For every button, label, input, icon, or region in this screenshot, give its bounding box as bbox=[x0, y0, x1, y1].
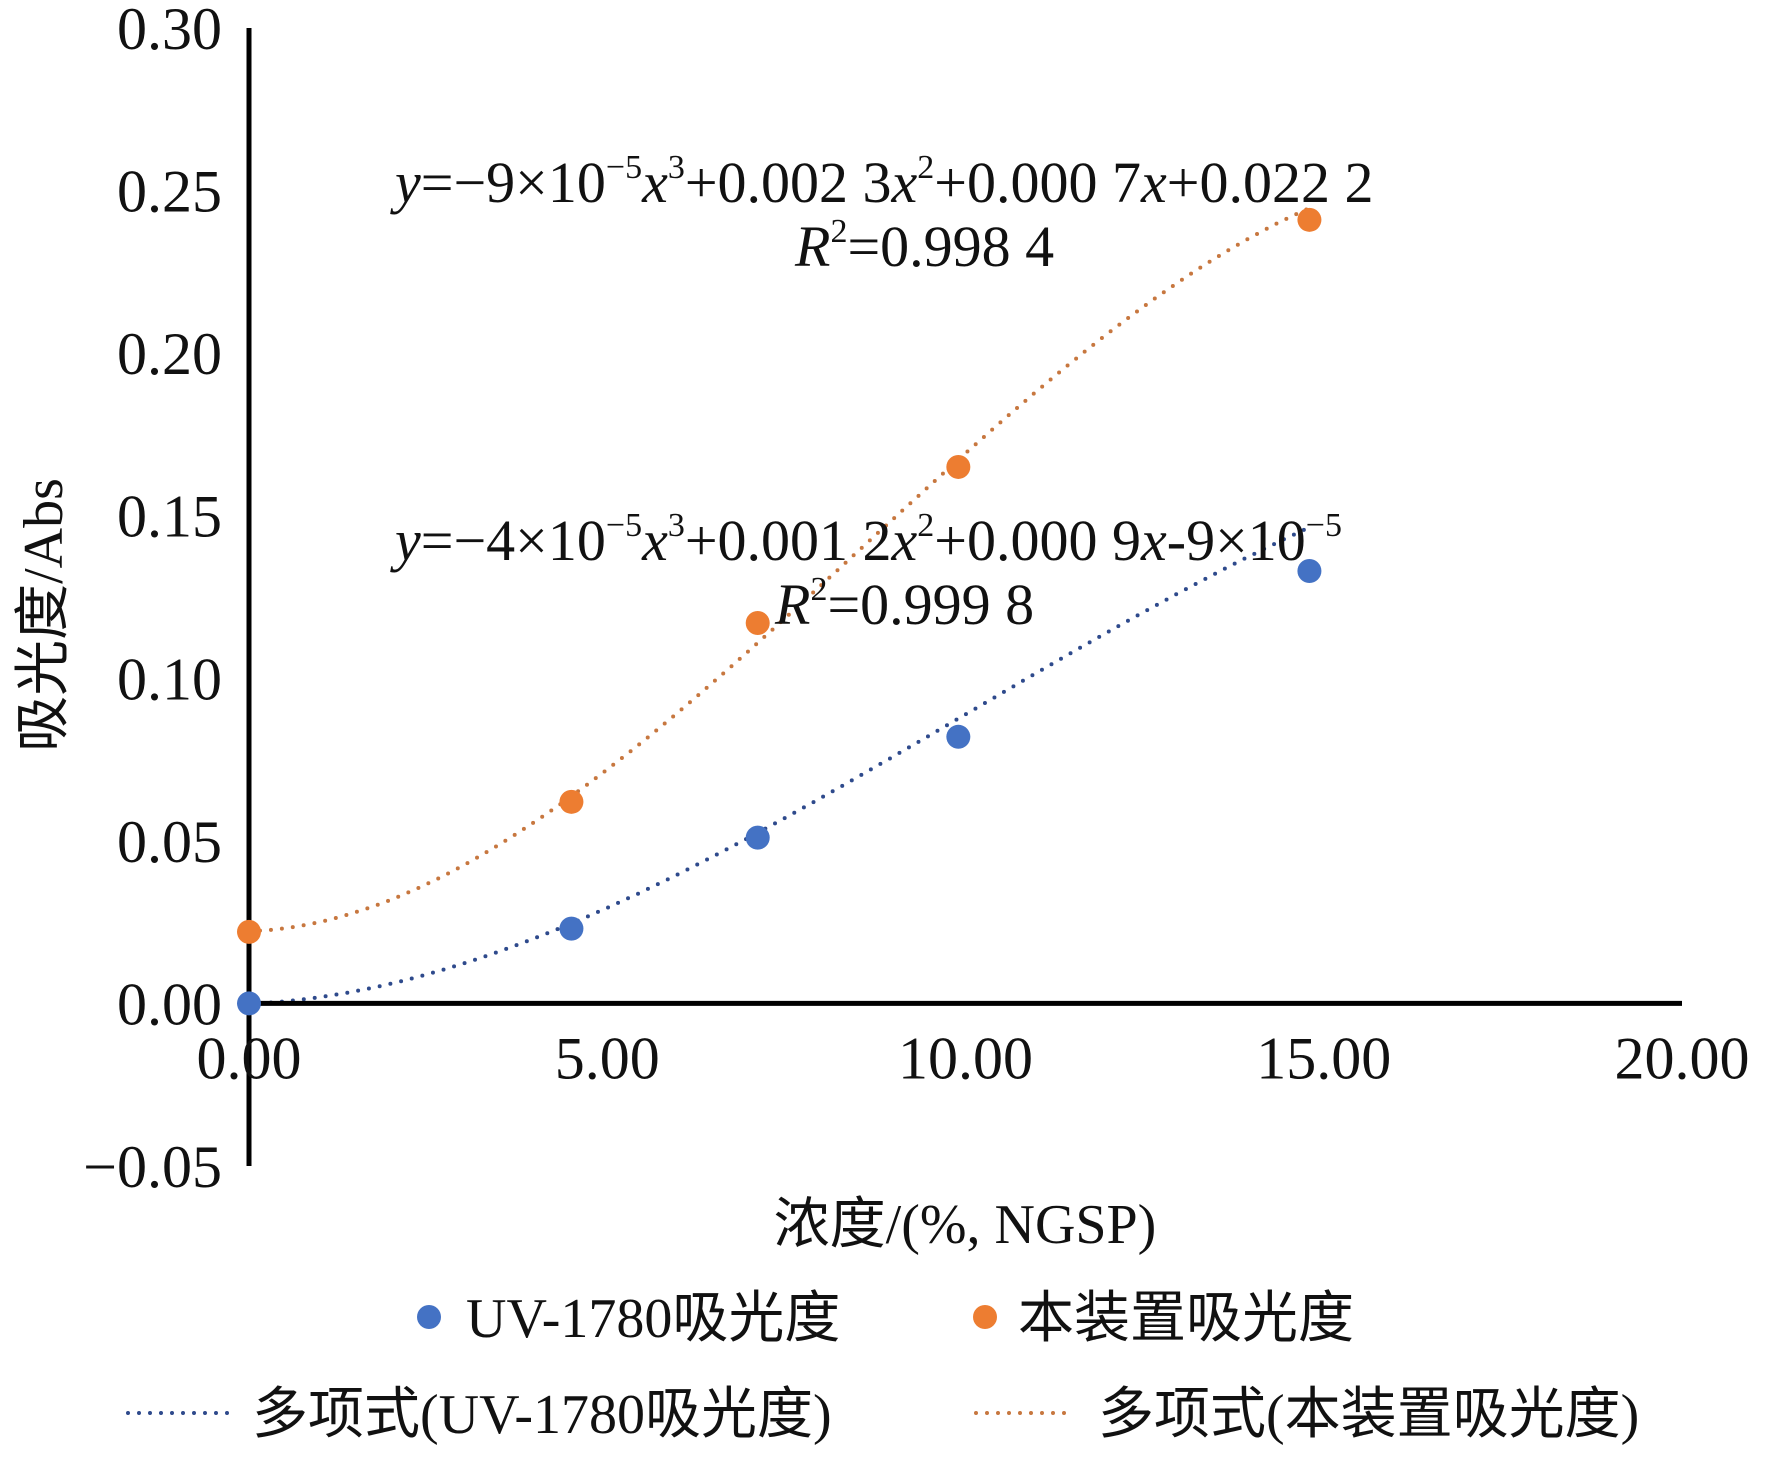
trendline-equation-1-part: x bbox=[641, 150, 668, 215]
x-tick-label: 5.00 bbox=[555, 1025, 660, 1091]
legend-item-uv1780[interactable]: UV-1780吸光度 bbox=[417, 1288, 840, 1350]
trendline-r2-1-part: R bbox=[794, 214, 830, 279]
y-tick-label: −0.05 bbox=[83, 1134, 222, 1200]
y-tick-label: 0.25 bbox=[117, 159, 222, 225]
axes bbox=[246, 28, 1682, 1166]
y-tick-label: 0.00 bbox=[117, 971, 222, 1037]
x-tick-label: 0.00 bbox=[197, 1025, 302, 1091]
x-tick-label: 15.00 bbox=[1256, 1025, 1391, 1091]
data-point-series-0 bbox=[745, 825, 770, 850]
trendline-r2-1: R2=0.998 4 bbox=[794, 213, 1054, 279]
legend-item-poly-device[interactable]: 多项式(本装置吸光度) bbox=[974, 1384, 1639, 1446]
legend-item-device[interactable]: 本装置吸光度 bbox=[973, 1288, 1354, 1350]
trendline-equation-0-part: x bbox=[891, 508, 918, 573]
y-tick-label: 0.20 bbox=[117, 321, 222, 387]
legend-label-device: 本装置吸光度 bbox=[1018, 1288, 1354, 1350]
y-tick-labels: 0.30 0.25 0.20 0.15 0.10 0.05 0.00 −0.05 bbox=[83, 0, 222, 1200]
trendline-equation-1: y=−9×10−5x3+0.002 3x2+0.000 7x+0.022 2 bbox=[390, 149, 1373, 215]
y-tick-label: 0.30 bbox=[117, 0, 222, 62]
data-point-series-1 bbox=[1297, 207, 1322, 232]
trendline-equation-0-part: −5 bbox=[1306, 507, 1342, 544]
data-point-series-1 bbox=[946, 454, 971, 479]
trendline-equation-0-part: y bbox=[390, 508, 421, 573]
trendline-r2-0-part: R bbox=[774, 572, 810, 637]
y-tick-label: 0.05 bbox=[117, 809, 222, 875]
trendline-equation-0-part: x bbox=[641, 508, 668, 573]
trendline-1 bbox=[247, 206, 1312, 934]
legend-marker-uv1780 bbox=[417, 1305, 441, 1329]
trendline-equation-0-part: −5 bbox=[606, 507, 642, 544]
trendline-equation-0-part: -9×10 bbox=[1167, 508, 1306, 573]
x-tick-label: 10.00 bbox=[898, 1025, 1033, 1091]
legend: UV-1780吸光度 本装置吸光度 多项式(UV-1780吸光度) 多项式(本装… bbox=[126, 1288, 1639, 1446]
trendline-equation-0-part: x bbox=[1140, 508, 1167, 573]
legend-label-poly-uv1780: 多项式(UV-1780吸光度) bbox=[252, 1384, 832, 1446]
y-tick-label: 0.10 bbox=[117, 646, 222, 712]
legend-item-poly-uv1780[interactable]: 多项式(UV-1780吸光度) bbox=[126, 1384, 832, 1446]
trendline-equation-1-part: +0.002 3 bbox=[685, 150, 892, 215]
trendline-equation-1-part: x bbox=[891, 150, 918, 215]
trendline-r2-1-part: =0.998 4 bbox=[847, 214, 1054, 279]
trendline-equation-1-part: y bbox=[390, 150, 421, 215]
y-axis-title: 吸光度/Abs bbox=[13, 478, 75, 752]
trendline-equation-0: y=−4×10−5x3+0.001 2x2+0.000 9x-9×10−5 bbox=[390, 507, 1342, 573]
trendline-equation-1-part: −5 bbox=[606, 149, 642, 186]
legend-label-poly-device: 多项式(本装置吸光度) bbox=[1098, 1384, 1639, 1446]
trendline-equation-1-part: =−9×10 bbox=[421, 150, 606, 215]
data-point-series-0 bbox=[559, 916, 584, 941]
data-point-series-1 bbox=[559, 789, 584, 814]
data-point-series-1 bbox=[237, 919, 261, 944]
trendline-equation-0-part: 2 bbox=[917, 507, 934, 544]
trendline-equation-1-part: +0.000 7 bbox=[934, 150, 1141, 215]
legend-marker-device bbox=[973, 1305, 997, 1329]
data-points bbox=[237, 207, 1322, 1016]
data-point-series-0 bbox=[237, 991, 261, 1016]
trendline-equation-0-part: =−4×10 bbox=[421, 508, 606, 573]
legend-label-uv1780: UV-1780吸光度 bbox=[466, 1288, 840, 1350]
trendline-equation-1-part: +0.022 2 bbox=[1167, 150, 1374, 215]
trendline-equation-0-part: 3 bbox=[668, 507, 685, 544]
data-point-series-0 bbox=[1297, 558, 1322, 583]
trendline-r2-0-part: =0.999 8 bbox=[827, 572, 1034, 637]
trendline-equation-0-part: +0.001 2 bbox=[685, 508, 892, 573]
trendline-equation-1-part: 2 bbox=[917, 149, 934, 186]
trendline-equations: y=−9×10−5x3+0.002 3x2+0.000 7x+0.022 2R2… bbox=[390, 149, 1373, 637]
trendline-r2-0-part: 2 bbox=[810, 571, 827, 608]
y-tick-label: 0.15 bbox=[117, 484, 222, 550]
trendline-r2-1-part: 2 bbox=[830, 213, 847, 250]
x-tick-labels: 0.00 5.00 10.00 15.00 20.00 bbox=[197, 1025, 1750, 1091]
data-point-series-0 bbox=[946, 724, 971, 749]
data-point-series-1 bbox=[745, 611, 770, 636]
trendlines bbox=[247, 206, 1312, 1006]
trendline-equation-1-part: x bbox=[1140, 150, 1167, 215]
trendline-equation-1-part: 3 bbox=[668, 149, 685, 186]
trendline-equation-0-part: +0.000 9 bbox=[934, 508, 1141, 573]
x-tick-label: 20.00 bbox=[1615, 1025, 1750, 1091]
trendline-r2-0: R2=0.999 8 bbox=[774, 571, 1034, 637]
x-axis-title: 浓度/(%, NGSP) bbox=[774, 1194, 1157, 1256]
